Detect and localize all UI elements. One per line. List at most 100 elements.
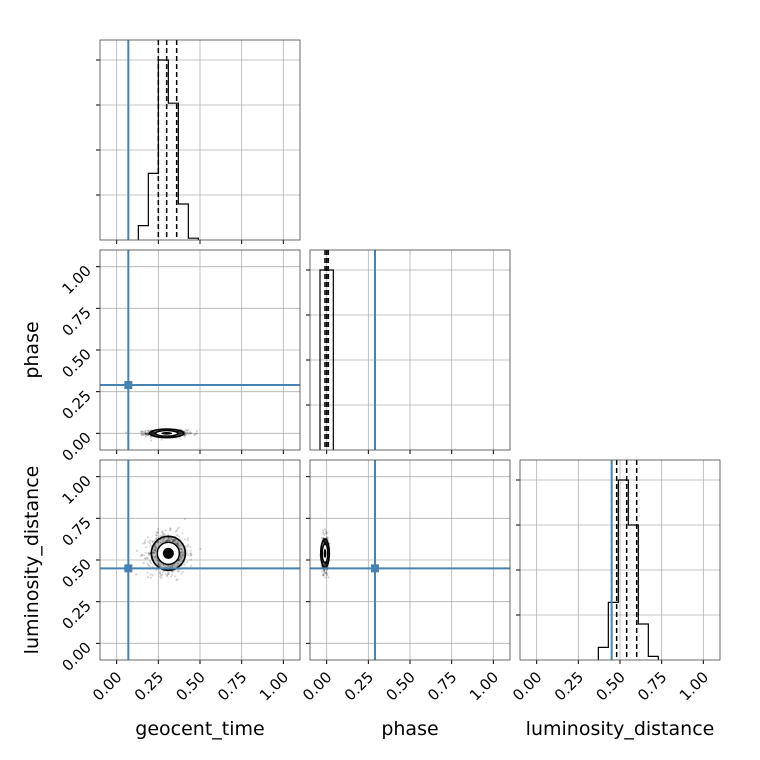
sample-point <box>164 529 167 532</box>
sample-point <box>156 528 159 531</box>
histogram-luminosity_distance <box>597 479 659 660</box>
sample-point <box>179 432 182 435</box>
y-tick-label: 1.00 <box>58 472 94 508</box>
sample-point <box>150 439 153 442</box>
sample-point <box>149 562 152 565</box>
sample-point <box>156 541 159 544</box>
sample-point <box>160 574 163 577</box>
x-tick-label: 0.50 <box>172 668 208 704</box>
sample-point <box>178 432 181 435</box>
sample-point <box>155 536 158 539</box>
sample-point <box>175 579 178 582</box>
sample-point <box>162 537 165 540</box>
sample-point <box>189 432 192 435</box>
sample-point <box>322 569 325 572</box>
sample-point <box>150 432 153 435</box>
sample-point <box>189 552 192 555</box>
sample-point <box>189 558 192 561</box>
sample-point <box>183 435 186 438</box>
sample-point <box>125 431 128 434</box>
sample-point <box>154 544 157 547</box>
sample-point <box>183 563 186 566</box>
sample-point <box>184 432 187 435</box>
sample-point <box>179 555 182 558</box>
sample-point <box>140 430 143 433</box>
sample-point <box>162 564 165 567</box>
panel-frame <box>309 459 511 661</box>
sample-point <box>180 548 183 551</box>
sample-point <box>146 576 149 579</box>
sample-point <box>161 539 164 542</box>
sample-point <box>159 541 162 544</box>
sample-point <box>324 541 327 544</box>
sample-point <box>168 540 171 543</box>
sample-point <box>189 554 192 557</box>
sample-point <box>184 433 187 436</box>
sample-point <box>151 551 154 554</box>
sample-point <box>181 532 184 535</box>
sample-point <box>156 534 159 537</box>
sample-point <box>324 540 327 543</box>
sample-point <box>173 575 176 578</box>
sample-point <box>324 541 327 544</box>
sample-point <box>140 432 143 435</box>
sample-point <box>166 539 169 542</box>
sample-point <box>154 556 157 559</box>
sample-point <box>148 542 151 545</box>
sample-point <box>326 536 329 539</box>
sample-point <box>187 553 190 556</box>
sample-point <box>320 536 323 539</box>
sample-point <box>323 540 326 543</box>
sample-point <box>186 431 189 434</box>
sample-point <box>154 549 157 552</box>
sample-point <box>143 432 146 435</box>
sample-point <box>156 532 159 535</box>
sample-point <box>179 432 182 435</box>
sample-point <box>180 557 183 560</box>
sample-point <box>173 539 176 542</box>
sample-point <box>324 563 327 566</box>
sample-point <box>181 550 184 553</box>
sample-point <box>170 538 173 541</box>
sample-point <box>153 551 156 554</box>
y-tick-label: 0.00 <box>58 428 94 464</box>
sample-point <box>178 558 181 561</box>
sample-point <box>323 570 326 573</box>
sample-point <box>165 539 168 542</box>
panel-luminosity_distance-marginal: 0.00 0.25 0.50 0.75 1.00 <box>509 459 721 704</box>
sample-point <box>150 431 153 434</box>
sample-point <box>180 432 183 435</box>
sample-point <box>175 565 178 568</box>
panel-frame <box>99 459 301 661</box>
sample-point <box>190 432 193 435</box>
sample-point <box>159 565 162 568</box>
sample-point <box>322 563 325 566</box>
sample-point <box>156 560 159 563</box>
sample-point <box>325 532 328 535</box>
contour-outer <box>150 535 187 572</box>
x-tick-label: 0.75 <box>214 668 250 704</box>
sample-point <box>166 538 169 541</box>
sample-point <box>186 561 189 564</box>
sample-point <box>185 552 188 555</box>
sample-point <box>321 570 324 573</box>
x-tick-label: 1.00 <box>676 668 712 704</box>
sample-point <box>152 431 155 434</box>
sample-point <box>187 433 190 436</box>
sample-point <box>151 574 154 577</box>
sample-point <box>178 526 181 529</box>
sample-point <box>193 434 196 437</box>
sample-point <box>176 562 179 565</box>
sample-point <box>157 563 160 566</box>
sample-point <box>321 537 324 540</box>
sample-point <box>151 433 154 436</box>
sample-point <box>143 541 146 544</box>
sample-point <box>176 527 179 530</box>
sample-point <box>179 431 182 434</box>
x-axis-label-phase: phase <box>381 718 438 740</box>
sample-point <box>163 537 166 540</box>
sample-point <box>154 545 157 548</box>
sample-point <box>160 541 163 544</box>
sample-point <box>325 572 328 575</box>
sample-point <box>145 556 148 559</box>
